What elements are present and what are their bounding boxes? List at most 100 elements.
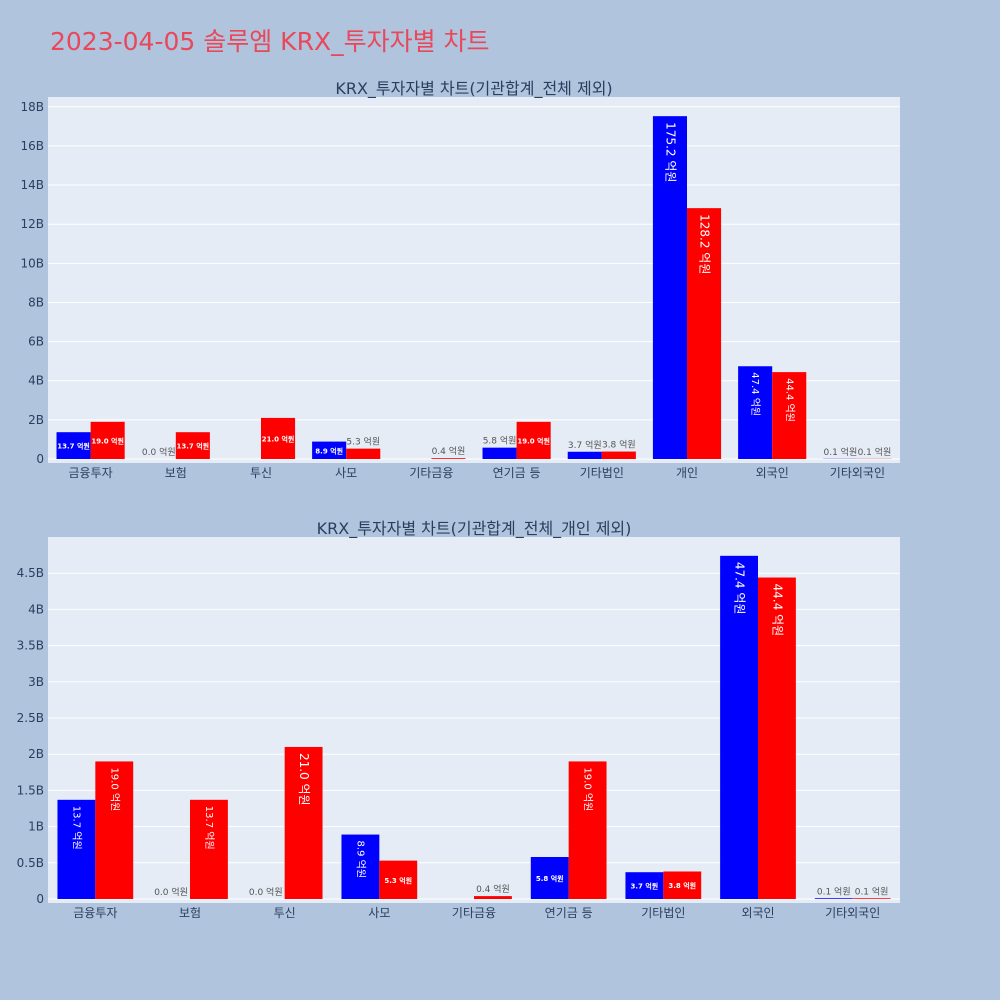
x-tick-label: 투신 — [250, 466, 272, 480]
data-label: 128.2 억원 — [698, 214, 712, 274]
data-label: 47.4 억원 — [749, 372, 761, 416]
data-label: 5.8 억원 — [483, 435, 517, 447]
data-label: 19.0 억원 — [517, 436, 550, 445]
x-tick-label: 연기금 등 — [545, 906, 593, 920]
data-label: 0.4 억원 — [432, 445, 466, 457]
x-tick-label: 사모 — [368, 906, 390, 920]
bar-series-a — [625, 872, 664, 899]
data-label: 5.8 억원 — [536, 874, 564, 883]
data-label: 3.8 억원 — [668, 881, 696, 890]
bar-series-b — [852, 898, 891, 899]
y-tick-label: 0 — [36, 892, 44, 906]
data-label: 44.4 억원 — [770, 584, 784, 637]
data-label: 0.1 억원 — [823, 446, 857, 458]
data-label: 44.4 억원 — [783, 378, 795, 422]
data-label: 13.7 억원 — [57, 442, 90, 451]
data-label: 175.2 억원 — [663, 122, 677, 182]
y-tick-label: 4.5B — [17, 566, 44, 580]
bar-series-b — [772, 372, 807, 459]
y-tick-label: 16B — [20, 139, 44, 153]
x-tick-label: 기타금융 — [409, 466, 453, 480]
x-tick-label: 기타법인 — [641, 906, 685, 920]
chart-title: KRX_투자자별 차트(기관합계_전체 제외) — [335, 79, 612, 99]
x-tick-label: 개인 — [676, 466, 698, 480]
chart-panel-1: 0 2B 4B 6B 8B 10B 12B 14B 16B 18B KRX_투자자별 차트(기관합계… — [20, 79, 900, 480]
data-label: 19.0 억원 — [91, 436, 124, 445]
page-title: 2023-04-05 솔루엠 KRX_투자자별 차트 — [50, 27, 490, 56]
bar-series-b — [175, 432, 210, 459]
data-label: 13.7 억원 — [203, 806, 215, 850]
x-tick-label: 보험 — [179, 906, 201, 920]
bar-series-a — [482, 447, 517, 459]
data-label: 13.7 억원 — [70, 806, 82, 850]
bar-series-a — [738, 366, 773, 459]
x-tick-label: 기타금융 — [452, 906, 496, 920]
chart-panel-2: 0 0.5B 1B 1.5B 2B 2.5B 3B 3.5B 4B 4.5B KRX_투자자별 차트… — [17, 519, 900, 920]
data-label: 47.4 억원 — [733, 562, 747, 615]
bar-series-b — [95, 761, 134, 899]
y-tick-label: 0 — [36, 452, 44, 466]
bar-series-b — [190, 799, 228, 899]
x-tick-label: 연기금 등 — [493, 466, 541, 480]
data-label: 8.9 억원 — [354, 841, 366, 878]
data-label: 0.1 억원 — [855, 885, 889, 897]
data-label: 8.9 억원 — [315, 446, 343, 455]
y-tick-label: 3B — [28, 675, 44, 689]
bar-series-a — [814, 898, 853, 899]
y-tick-label: 2B — [28, 747, 44, 761]
y-tick-label: 4B — [28, 374, 44, 388]
data-label: 3.7 억원 — [568, 439, 602, 451]
bar-series-b — [379, 860, 418, 899]
bar-series-b — [346, 448, 381, 459]
x-tick-label: 투신 — [274, 906, 296, 920]
chart-title: KRX_투자자별 차트(기관합계_전체_개인 제외) — [317, 519, 632, 539]
data-label: 0.1 억원 — [858, 446, 892, 458]
x-tick-label: 사모 — [335, 466, 357, 480]
bar-series-b — [568, 761, 607, 899]
data-label: 3.8 억원 — [602, 439, 636, 451]
x-tick-label: 기타외국인 — [830, 466, 885, 480]
y-tick-label: 14B — [20, 178, 44, 192]
x-tick-label: 기타외국인 — [825, 906, 880, 920]
data-label: 5.3 억원 — [384, 876, 412, 885]
bar-series-b — [516, 421, 551, 459]
bar-series-b — [663, 871, 702, 899]
bar-series-a — [652, 116, 687, 460]
bar-series-b — [90, 421, 125, 459]
bar-series-b — [284, 746, 323, 899]
x-tick-label: 금융투자 — [69, 466, 113, 480]
y-tick-label: 18B — [20, 100, 44, 114]
bar-series-b — [261, 417, 296, 459]
bar-series-b — [687, 208, 722, 459]
y-tick-label: 0.5B — [17, 856, 44, 870]
bar-series-b — [601, 451, 636, 459]
bar-series-a — [341, 834, 380, 899]
x-tick-label: 외국인 — [756, 466, 789, 480]
y-tick-label: 12B — [20, 217, 44, 231]
data-label: 0.0 억원 — [249, 886, 283, 898]
data-label: 5.3 억원 — [346, 436, 380, 448]
bar-series-a — [312, 441, 347, 459]
bar-series-b — [431, 458, 466, 459]
x-tick-label: 금융투자 — [73, 906, 117, 920]
bar-series-a — [720, 555, 758, 899]
y-tick-label: 4B — [28, 602, 44, 616]
y-tick-label: 1.5B — [17, 783, 44, 797]
y-tick-label: 2.5B — [17, 711, 44, 725]
y-tick-label: 2B — [28, 413, 44, 427]
x-tick-label: 외국인 — [741, 906, 774, 920]
data-label: 19.0 억원 — [108, 767, 120, 811]
y-tick-label: 10B — [20, 256, 44, 270]
bar-series-a — [530, 857, 569, 899]
bar-series-b — [474, 896, 512, 899]
data-label: 3.7 억원 — [631, 882, 659, 891]
x-tick-label: 보험 — [165, 466, 187, 480]
bar-series-a — [567, 451, 602, 459]
y-tick-label: 8B — [28, 295, 44, 309]
data-label: 21.0 억원 — [297, 753, 311, 806]
data-label: 21.0 억원 — [262, 434, 295, 443]
data-label: 0.0 억원 — [142, 446, 176, 458]
bar-series-a — [56, 432, 91, 459]
bar-series-b — [758, 577, 796, 899]
y-tick-label: 1B — [28, 820, 44, 834]
